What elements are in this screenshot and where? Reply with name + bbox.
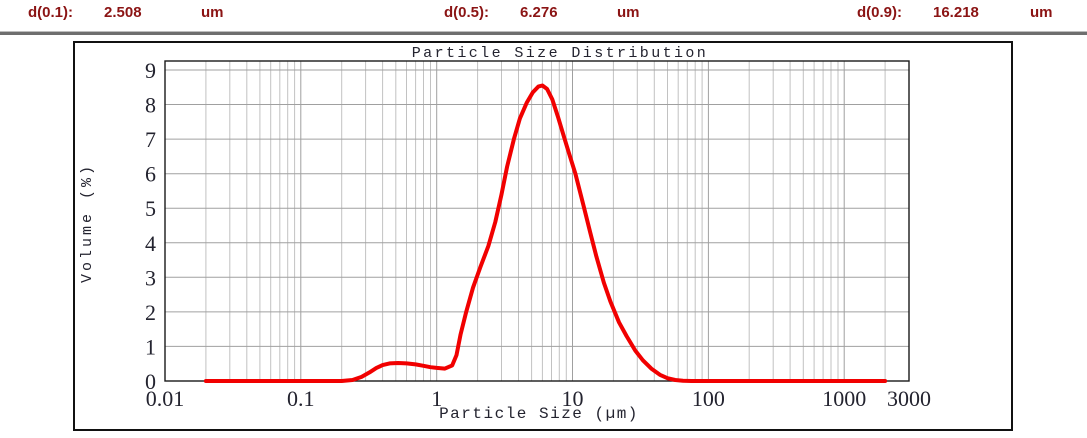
stat-d90: d(0.9): 16.218 um bbox=[857, 4, 1053, 21]
stat-d90-label: d(0.9): bbox=[857, 4, 902, 21]
header-divider bbox=[0, 31, 1087, 35]
y-tick-label: 5 bbox=[145, 196, 156, 221]
y-tick-label: 6 bbox=[145, 162, 156, 187]
chart-svg: Particle Size Distribution 0 1 2 3 4 5 6 7 8 9 0.0… bbox=[73, 41, 1013, 431]
particle-size-chart: Particle Size Distribution 0 1 2 3 4 5 6 7 8 9 0.0… bbox=[73, 41, 1013, 431]
header-stats: d(0.1): 2.508 um d(0.5): 6.276 um d(0.9)… bbox=[0, 4, 1087, 30]
x-tick-label: 100 bbox=[692, 386, 725, 411]
x-tick-label: 0.01 bbox=[146, 386, 185, 411]
y-tick-label: 0 bbox=[145, 369, 156, 394]
stat-d50: d(0.5): 6.276 um bbox=[444, 4, 640, 21]
y-tick-label: 2 bbox=[145, 300, 156, 325]
x-tick-label: 1 bbox=[431, 386, 442, 411]
y-tick-label: 9 bbox=[145, 58, 156, 83]
stat-d50-value: 6.276 bbox=[520, 4, 558, 21]
y-axis-label: Volume (%) bbox=[79, 163, 96, 283]
stat-d10-unit: um bbox=[201, 4, 224, 21]
x-tick-label: 1000 bbox=[822, 386, 866, 411]
stat-d90-value: 16.218 bbox=[933, 4, 979, 21]
y-tick-label: 8 bbox=[145, 93, 156, 118]
chart-plot: 0 1 2 3 4 5 6 7 8 9 0.01 0.1 1 10 100 1000 3000 bbox=[145, 58, 931, 411]
chart-title: Particle Size Distribution bbox=[412, 45, 708, 62]
x-tick-label: 3000 bbox=[887, 386, 931, 411]
stat-d50-label: d(0.5): bbox=[444, 4, 489, 21]
stat-d10-value: 2.508 bbox=[104, 4, 142, 21]
x-axis-label: Particle Size (µm) bbox=[439, 405, 639, 423]
x-tick-label: 10 bbox=[562, 386, 584, 411]
y-tick-label: 7 bbox=[145, 127, 156, 152]
stat-d10: d(0.1): 2.508 um bbox=[28, 4, 224, 21]
stat-d50-unit: um bbox=[617, 4, 640, 21]
stat-d10-label: d(0.1): bbox=[28, 4, 73, 21]
y-tick-label: 4 bbox=[145, 231, 156, 256]
y-tick-label: 1 bbox=[145, 334, 156, 359]
plot-border bbox=[164, 60, 910, 382]
x-tick-label: 0.1 bbox=[287, 386, 315, 411]
chart-frame bbox=[73, 41, 1013, 431]
distribution-curve bbox=[203, 83, 888, 383]
stat-d90-unit: um bbox=[1030, 4, 1053, 21]
y-tick-label: 3 bbox=[145, 265, 156, 290]
